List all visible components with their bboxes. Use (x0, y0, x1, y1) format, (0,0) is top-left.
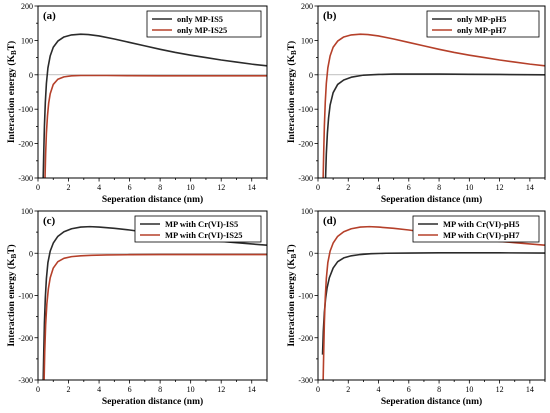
x-tick-label: 10 (465, 385, 473, 394)
x-tick-label: 4 (97, 183, 101, 192)
x-tick-label: 12 (496, 385, 504, 394)
legend-box (412, 215, 540, 243)
panel-label: (c) (43, 215, 56, 227)
x-tick-label: 14 (526, 183, 534, 192)
x-tick-label: 4 (97, 385, 101, 394)
series-line-2 (322, 33, 545, 178)
panel-label: (a) (43, 10, 56, 22)
x-axis-label: Seperation distance (nm) (381, 396, 482, 407)
legend-label-2: MP with Cr(VI)-pH7 (443, 230, 520, 240)
y-tick-label: 100 (301, 207, 313, 216)
x-tick-label: 4 (377, 385, 381, 394)
x-tick-label: 6 (128, 385, 132, 394)
y-tick-label: -100 (18, 292, 33, 301)
y-tick-label: -200 (298, 140, 313, 149)
x-tick-label: 14 (526, 385, 534, 394)
x-tick-label: 0 (316, 385, 320, 394)
x-tick-label: 12 (217, 183, 225, 192)
x-axis-label: Seperation distance (nm) (102, 194, 203, 205)
y-tick-label: 100 (21, 36, 33, 45)
y-tick-label: -200 (298, 334, 313, 343)
x-tick-label: 0 (316, 183, 320, 192)
x-tick-label: 6 (128, 183, 132, 192)
series-line-1 (321, 252, 545, 355)
y-tick-label: 0 (29, 71, 33, 80)
x-tick-label: 8 (437, 183, 441, 192)
x-tick-label: 2 (67, 385, 71, 394)
y-axis-label: Interaction energy (KBT) (6, 244, 18, 346)
x-tick-label: 14 (248, 183, 256, 192)
x-tick-label: 12 (496, 183, 504, 192)
series-line-1 (324, 73, 545, 178)
y-tick-label: -200 (18, 140, 33, 149)
x-tick-label: 8 (158, 183, 162, 192)
y-tick-label: -200 (18, 334, 33, 343)
y-tick-label: -100 (18, 105, 33, 114)
series-line-2 (43, 253, 267, 380)
x-tick-label: 2 (346, 385, 350, 394)
chart-panel-1: 0 2 4 6 8 10 12 14 -300 -200 -100 0 100 200 Seperation… (6, 2, 268, 205)
y-tick-label: -300 (18, 174, 33, 183)
chart-panel-4: 0 2 4 6 8 10 12 14 -300 -200 -100 0 100 Seperation di… (286, 207, 546, 407)
y-tick-label: -300 (298, 376, 313, 385)
chart-panel-2: 0 2 4 6 8 10 12 14 -300 -200 -100 0 100 200 Seperation… (286, 2, 546, 205)
series-line-1 (42, 225, 267, 380)
y-axis-label: Interaction energy (KBT) (286, 244, 298, 346)
chart-panel-3: 0 2 4 6 8 10 12 14 -300 -200 -100 0 100 Seperation di… (6, 207, 268, 407)
x-tick-label: 10 (187, 183, 195, 192)
x-tick-label: 2 (346, 183, 350, 192)
x-tick-label: 6 (407, 183, 411, 192)
y-tick-label: 100 (301, 36, 313, 45)
x-tick-label: 4 (377, 183, 381, 192)
y-tick-label: 0 (309, 71, 313, 80)
x-tick-label: 2 (67, 183, 71, 192)
x-tick-label: 6 (407, 385, 411, 394)
x-tick-label: 10 (187, 385, 195, 394)
legend-label-1: MP with Cr(VI)-IS5 (165, 219, 238, 229)
legend-label-2: MP with Cr(VI)-IS25 (165, 230, 242, 240)
legend-label-2: only MP-IS25 (177, 25, 227, 35)
x-tick-label: 10 (465, 183, 473, 192)
legend-box (134, 215, 262, 243)
x-tick-label: 12 (217, 385, 225, 394)
legend-box (146, 10, 262, 38)
panel-label: (d) (323, 215, 337, 227)
y-tick-label: 200 (21, 2, 33, 11)
y-tick-label: -300 (298, 174, 313, 183)
x-axis-label: Seperation distance (nm) (381, 194, 482, 205)
legend-label-2: only MP-pH7 (457, 25, 507, 35)
y-tick-label: 200 (301, 2, 313, 11)
y-axis-label: Interaction energy (KBT) (286, 41, 298, 143)
x-tick-label: 8 (158, 385, 162, 394)
series-line-2 (322, 225, 545, 380)
legend-box (426, 10, 540, 38)
y-axis-label: Interaction energy (KBT) (6, 41, 18, 143)
series-line-2 (44, 74, 267, 178)
x-tick-label: 0 (36, 183, 40, 192)
y-tick-label: 100 (21, 207, 33, 216)
y-tick-label: -300 (18, 376, 33, 385)
legend-label-1: MP with Cr(VI)-pH5 (443, 219, 520, 229)
y-tick-label: 0 (29, 249, 33, 258)
y-tick-label: -100 (298, 105, 313, 114)
y-tick-label: 0 (309, 249, 313, 258)
y-tick-label: -100 (298, 292, 313, 301)
legend-label-1: only MP-pH5 (457, 14, 506, 24)
x-tick-label: 0 (36, 385, 40, 394)
x-axis-label: Seperation distance (nm) (102, 396, 203, 407)
series-line-1 (42, 33, 267, 178)
x-tick-label: 8 (437, 385, 441, 394)
x-tick-label: 14 (248, 385, 256, 394)
legend-label-1: only MP-IS5 (177, 14, 223, 24)
panel-label: (b) (323, 10, 337, 22)
